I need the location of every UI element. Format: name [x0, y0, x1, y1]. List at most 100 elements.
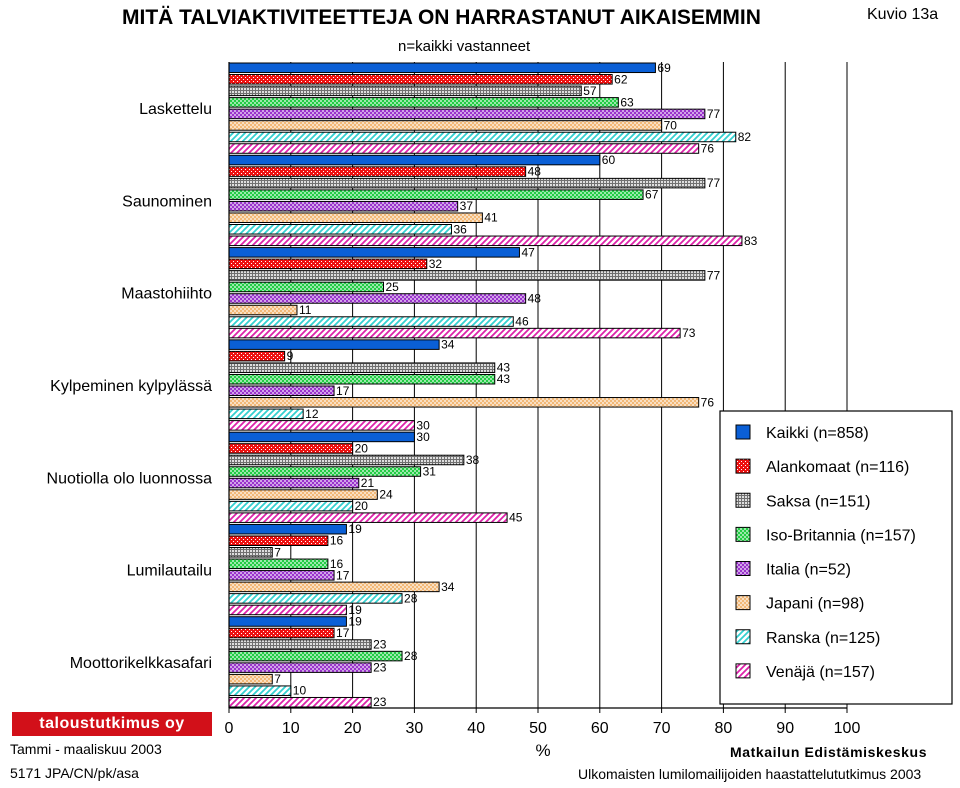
bar-value-label: 24 — [379, 488, 393, 502]
bar — [228, 270, 706, 281]
bar-value-label: 9 — [287, 349, 294, 363]
legend-entry-label: Ranska (n=125) — [766, 630, 880, 647]
bar — [228, 154, 601, 166]
bar — [228, 673, 273, 685]
legend-entry-label: Saksa (n=151) — [766, 493, 871, 510]
bar-value-label: 70 — [664, 118, 678, 132]
x-axis: 0 10 20 30 40 50 60 70 80 90 100% — [225, 62, 860, 760]
bar — [228, 627, 335, 639]
bar — [228, 97, 619, 108]
bar — [228, 212, 483, 223]
legend-entry-label: Iso-Britannia (n=157) — [766, 527, 916, 544]
bar-value-label: 11 — [299, 303, 312, 317]
bar-value-label: 60 — [602, 153, 616, 167]
bar-value-label: 32 — [429, 257, 443, 271]
x-tick-label: 40 — [467, 720, 485, 737]
legend-swatch — [735, 526, 751, 542]
x-tick-label: 60 — [591, 720, 609, 737]
bar — [228, 408, 304, 420]
chart-subtitle: n=kaikki vastanneet — [398, 38, 531, 55]
bar — [228, 512, 508, 523]
source-text: Ulkomaisten lumilomailijoiden haastattel… — [578, 766, 922, 782]
bar-value-label: 69 — [657, 61, 671, 75]
bar — [228, 373, 496, 385]
bar — [228, 385, 335, 397]
bar-value-label: 57 — [583, 84, 597, 98]
bar — [228, 604, 347, 616]
bar-value-label: 31 — [423, 465, 437, 479]
bar — [228, 466, 422, 477]
bar-value-label: 45 — [509, 511, 523, 525]
bar-value-label: 41 — [484, 211, 498, 225]
x-tick-label: 0 — [225, 720, 234, 737]
x-tick-label: 50 — [529, 720, 547, 737]
bar-value-label: 34 — [441, 580, 455, 594]
bar — [228, 224, 452, 235]
bar — [228, 327, 681, 339]
bar — [228, 362, 496, 373]
bar-value-label: 48 — [528, 291, 542, 305]
bar — [228, 570, 335, 581]
legend-swatch — [735, 492, 751, 508]
bar — [228, 443, 354, 454]
bar — [228, 454, 465, 466]
organization-name: Matkailun Edistämiskeskus — [730, 744, 928, 760]
bar-value-label: 20 — [355, 441, 369, 455]
bar-value-label: 21 — [361, 476, 375, 490]
x-tick-label: 10 — [282, 720, 300, 737]
bar — [228, 189, 644, 200]
bar-value-label: 23 — [373, 661, 387, 675]
bar — [228, 696, 372, 708]
bar-value-label: 16 — [330, 534, 344, 548]
bar — [228, 131, 737, 143]
bar-value-label: 46 — [515, 315, 529, 329]
bar-value-label: 43 — [497, 361, 511, 375]
bar — [228, 350, 286, 362]
bar — [228, 523, 347, 535]
bar — [228, 339, 440, 350]
legend-entry-label: Venäjä (n=157) — [766, 664, 875, 681]
category-label: Maastohiihto — [121, 286, 212, 303]
legend-entry-label: Japani (n=98) — [766, 596, 864, 613]
bar — [228, 650, 403, 662]
bar-value-label: 23 — [373, 695, 387, 709]
x-tick-label: 80 — [715, 720, 733, 737]
legend-swatch — [735, 424, 751, 440]
bar-value-label: 37 — [460, 199, 474, 213]
bar — [228, 558, 329, 570]
bar — [228, 200, 459, 212]
value-labels: 6962576377708276604877673741368347327725… — [274, 61, 757, 709]
bar — [228, 500, 354, 512]
bar — [228, 120, 663, 131]
bar — [228, 62, 656, 74]
legend-swatch — [735, 458, 751, 474]
bar-value-label: 19 — [348, 614, 362, 628]
x-tick-label: 90 — [776, 720, 794, 737]
survey-period: Tammi - maaliskuu 2003 — [10, 741, 162, 757]
bar-value-label: 12 — [305, 407, 319, 421]
bar-value-label: 10 — [293, 684, 307, 698]
bar-value-label: 7 — [274, 545, 281, 559]
category-label: Nuotiolla olo luonnossa — [47, 470, 213, 487]
bar — [228, 489, 378, 500]
bar-value-label: 63 — [620, 95, 634, 109]
bar-group — [228, 62, 743, 708]
figure-label: Kuvio 13a — [867, 6, 939, 23]
bar — [228, 662, 372, 673]
bar — [228, 477, 360, 489]
company-logo: taloustutkimus oy — [12, 712, 212, 736]
bar — [228, 293, 527, 304]
bar-value-label: 77 — [707, 176, 721, 190]
x-axis-label: % — [535, 741, 550, 760]
legend-swatch — [735, 595, 751, 611]
bar-value-label: 67 — [645, 188, 659, 202]
bar-value-label: 28 — [404, 649, 418, 663]
bar — [228, 281, 384, 293]
bar — [228, 108, 706, 120]
bar — [228, 247, 520, 258]
bar-value-label: 25 — [386, 280, 400, 294]
bar-value-label: 19 — [348, 522, 362, 536]
x-tick-label: 30 — [406, 720, 424, 737]
x-tick-label: 70 — [653, 720, 671, 737]
